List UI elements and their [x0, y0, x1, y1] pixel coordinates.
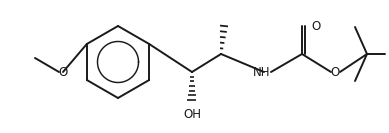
Text: OH: OH	[183, 108, 201, 121]
Text: O: O	[330, 65, 340, 78]
Text: O: O	[311, 20, 320, 32]
Text: O: O	[58, 65, 68, 78]
Text: NH: NH	[253, 65, 271, 78]
